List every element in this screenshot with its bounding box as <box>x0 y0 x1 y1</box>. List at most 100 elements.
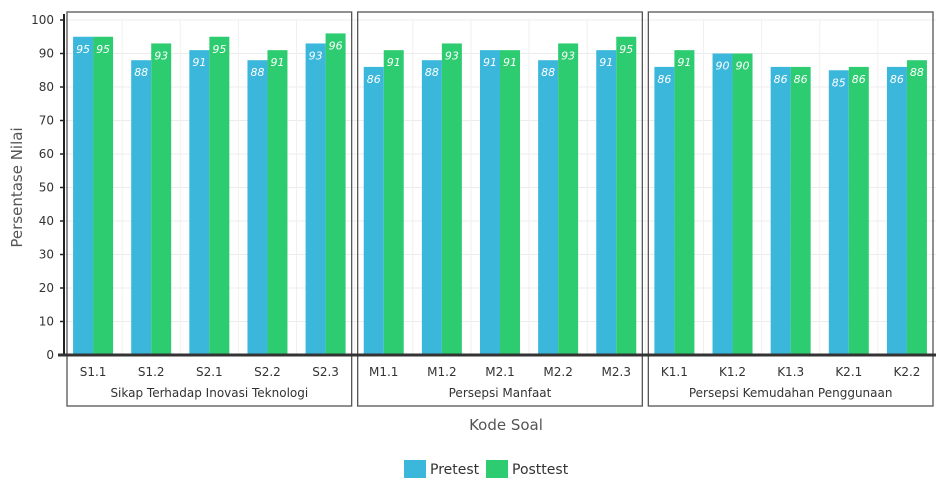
x-tick-label: M2.1 <box>485 365 514 379</box>
group-label: Persepsi Kemudahan Penggunaan <box>689 386 893 400</box>
bar-posttest-M2.3 <box>616 36 637 355</box>
x-tick-label: S2.1 <box>196 365 223 379</box>
bar-pretest-K1.2 <box>712 53 733 355</box>
y-tick-label: 80 <box>39 80 54 94</box>
x-tick-label: K1.2 <box>719 365 746 379</box>
bar-posttest-K1.2 <box>732 53 753 355</box>
bar-posttest-S2.3 <box>325 33 346 356</box>
data-label: 95 <box>212 43 226 56</box>
data-label: 88 <box>541 66 555 79</box>
data-label: 86 <box>852 73 866 86</box>
bar-pretest-K1.1 <box>654 66 675 356</box>
x-tick-label: S2.2 <box>254 365 281 379</box>
group-box <box>66 11 353 407</box>
bar-posttest-M2.2 <box>558 43 579 355</box>
data-label: 91 <box>483 56 497 69</box>
data-label: 86 <box>774 73 788 86</box>
data-label: 96 <box>329 39 343 52</box>
data-label: 93 <box>309 49 323 62</box>
data-label: 95 <box>619 43 633 56</box>
data-label: 91 <box>270 56 284 69</box>
data-label: 90 <box>736 60 750 73</box>
data-label: 91 <box>192 56 206 69</box>
bar-pretest-S1.2 <box>131 60 152 355</box>
x-axis-title: Kode Soal <box>469 416 543 434</box>
group-box <box>647 11 934 407</box>
bar-posttest-S2.2 <box>267 50 288 356</box>
group-box <box>357 11 643 407</box>
data-label: 91 <box>387 56 401 69</box>
group-label: Persepsi Manfaat <box>449 386 552 400</box>
data-label: 88 <box>425 66 439 79</box>
y-tick-label: 100 <box>31 13 54 27</box>
y-tick-label: 20 <box>39 281 54 295</box>
bar-pretest-K1.3 <box>770 66 791 356</box>
bar-posttest-K1.3 <box>790 66 811 356</box>
bar-posttest-K1.1 <box>674 50 695 356</box>
x-tick-label: M2.2 <box>543 365 572 379</box>
x-tick-label: M1.1 <box>369 365 398 379</box>
bar-posttest-M1.2 <box>441 43 462 355</box>
bar-posttest-S1.1 <box>93 36 114 355</box>
bar-pretest-M2.2 <box>538 60 559 355</box>
bar-posttest-K2.2 <box>906 60 927 355</box>
data-label: 90 <box>716 60 730 73</box>
x-tick-label: M2.3 <box>602 365 631 379</box>
y-tick-label: 10 <box>39 315 54 329</box>
data-label: 95 <box>96 43 110 56</box>
legend-swatch-pretest <box>404 460 426 478</box>
legend-label-posttest: Posttest <box>512 462 569 478</box>
bar-pretest-K2.1 <box>828 70 849 355</box>
bar-posttest-S2.1 <box>209 36 230 355</box>
bar-pretest-S2.3 <box>305 43 326 355</box>
bar-pretest-M2.3 <box>596 50 617 356</box>
bar-pretest-S2.1 <box>189 50 210 356</box>
data-label: 86 <box>657 73 671 86</box>
y-axis-title: Persentase Nilai <box>8 127 26 247</box>
data-label: 93 <box>445 49 459 62</box>
x-tick-label: K1.1 <box>661 365 688 379</box>
x-tick-label: K2.1 <box>835 365 862 379</box>
data-label: 86 <box>367 73 381 86</box>
bar-pretest-S2.2 <box>247 60 268 355</box>
x-tick-label: S2.3 <box>312 365 339 379</box>
data-label: 86 <box>794 73 808 86</box>
data-label: 91 <box>503 56 517 69</box>
bar-pretest-M1.1 <box>363 66 384 356</box>
data-label: 95 <box>76 43 90 56</box>
bar-pretest-K2.2 <box>886 66 907 356</box>
x-tick-label: K2.2 <box>893 365 920 379</box>
bar-posttest-M2.1 <box>500 50 520 356</box>
bar-pretest-M2.1 <box>480 50 500 356</box>
y-tick-label: 50 <box>39 181 54 195</box>
y-tick-label: 90 <box>39 47 54 61</box>
data-label: 91 <box>599 56 613 69</box>
data-label: 93 <box>561 49 575 62</box>
legend-label-pretest: Pretest <box>430 462 480 478</box>
y-tick-label: 70 <box>39 114 54 128</box>
data-label: 88 <box>910 66 924 79</box>
data-label: 88 <box>134 66 148 79</box>
bar-posttest-M1.1 <box>383 50 404 356</box>
data-label: 86 <box>890 73 904 86</box>
y-tick-label: 40 <box>39 214 54 228</box>
legend-swatch-posttest <box>486 460 508 478</box>
data-label: 91 <box>677 56 691 69</box>
data-label: 88 <box>250 66 264 79</box>
data-label: 85 <box>832 76 846 89</box>
bar-posttest-S1.2 <box>151 43 172 355</box>
bar-pretest-M1.2 <box>421 60 442 355</box>
x-tick-label: S1.1 <box>80 365 107 379</box>
data-label: 93 <box>154 49 168 62</box>
x-tick-label: M1.2 <box>427 365 456 379</box>
bar-pretest-S1.1 <box>73 36 94 355</box>
x-tick-label: K1.3 <box>777 365 804 379</box>
y-tick-label: 60 <box>39 147 54 161</box>
bar-posttest-K2.1 <box>848 66 869 356</box>
y-tick-label: 30 <box>39 248 54 262</box>
group-label: Sikap Terhadap Inovasi Teknologi <box>110 386 308 400</box>
y-tick-label: 0 <box>46 348 54 362</box>
x-tick-label: S1.2 <box>138 365 165 379</box>
